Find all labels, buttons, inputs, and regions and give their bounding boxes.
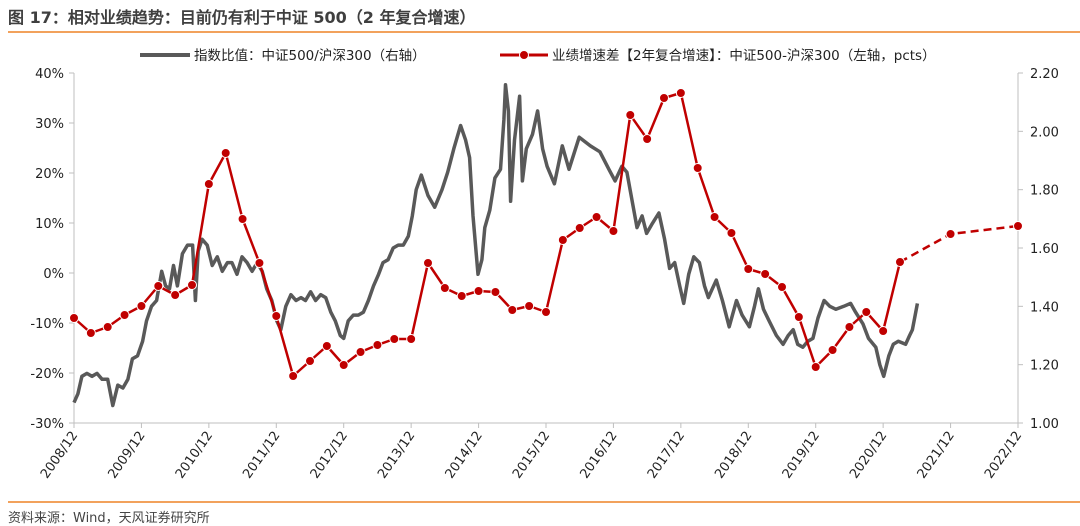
growth-spread-marker (170, 290, 181, 300)
growth-spread-marker (220, 148, 231, 158)
x-tick-label: 2016/12 (577, 429, 620, 482)
growth-spread-marker (102, 322, 113, 332)
left-tick-label: 10% (35, 217, 64, 232)
growth-spread-marker (507, 305, 518, 315)
x-tick-label: 2011/12 (240, 429, 283, 482)
x-tick-label: 2012/12 (308, 429, 351, 482)
growth-spread-marker (85, 328, 96, 338)
growth-spread-marker (119, 310, 130, 320)
growth-spread-marker (827, 345, 838, 355)
right-tick-label: 1.00 (1030, 417, 1059, 432)
source-note: 资料来源：Wind，天风证券研究所 (8, 511, 210, 526)
x-tick-label: 2010/12 (173, 429, 216, 482)
growth-spread-marker (439, 283, 450, 293)
x-tick-label: 2021/12 (915, 429, 958, 482)
growth-spread-marker (187, 280, 197, 290)
left-tick-label: 0% (43, 267, 64, 282)
plot-area (69, 82, 1023, 408)
growth-spread-marker (591, 212, 602, 222)
growth-spread-marker (608, 226, 619, 236)
growth-spread-marker (810, 362, 821, 372)
growth-spread-marker (1013, 221, 1023, 231)
x-tick-label: 2020/12 (847, 429, 890, 482)
right-tick-label: 1.80 (1030, 184, 1059, 199)
right-tick-label: 2.00 (1030, 125, 1059, 140)
x-tick-label: 2013/12 (375, 429, 418, 482)
growth-spread-marker (254, 258, 265, 268)
growth-spread-marker (861, 307, 872, 317)
growth-spread-marker (524, 301, 535, 311)
growth-spread-marker (557, 235, 568, 245)
growth-spread-marker (793, 312, 804, 322)
right-tick-label: 2.20 (1030, 67, 1059, 82)
growth-spread-marker (675, 88, 686, 98)
legend-marker-spread (519, 50, 529, 60)
growth-spread-marker (473, 286, 484, 296)
growth-spread-marker (456, 291, 467, 301)
growth-spread-marker (541, 307, 551, 317)
x-tick-label: 2009/12 (105, 429, 148, 482)
growth-spread-marker (406, 334, 417, 344)
growth-spread-marker (743, 264, 754, 274)
growth-spread-marker (844, 322, 855, 332)
x-tick-label: 2019/12 (780, 429, 823, 482)
right-tick-label: 1.20 (1030, 359, 1059, 374)
growth-spread-marker (271, 311, 282, 321)
growth-spread-marker (709, 212, 720, 222)
growth-spread-marker (355, 347, 366, 357)
growth-spread-marker (574, 223, 585, 233)
growth-spread-marker (69, 313, 79, 323)
growth-spread-marker (777, 282, 787, 292)
growth-spread-marker (423, 258, 433, 268)
growth-spread-marker (203, 179, 214, 189)
growth-spread-marker (153, 281, 164, 291)
growth-spread-marker (372, 340, 383, 350)
left-tick-label: 30% (35, 117, 64, 132)
growth-spread-marker (305, 356, 315, 366)
growth-spread-marker (642, 134, 653, 144)
growth-spread-marker (490, 287, 501, 297)
axes: -30% -20% -10% 0% 10% 20% 30% 40% 1.00 1.20 1.40 1.… (30, 67, 1059, 482)
x-tick-label: 2017/12 (645, 429, 688, 482)
left-tick-label: 20% (35, 167, 64, 182)
growth-spread-marker (895, 257, 905, 267)
growth-spread-marker (321, 341, 332, 351)
growth-spread-marker (237, 214, 248, 224)
right-tick-label: 1.40 (1030, 300, 1059, 315)
growth-spread-marker (136, 301, 147, 311)
figure-title: 图 17：相对业绩趋势：目前仍有利于中证 500（2 年复合增速） (8, 8, 476, 27)
title-rule (8, 31, 1080, 33)
legend-label-spread: 业绩增速差【2年复合增速】：中证500-沪深300（左轴，pcts） (552, 47, 936, 64)
x-tick-label: 2014/12 (443, 429, 486, 482)
right-tick-label: 1.60 (1030, 242, 1059, 257)
x-tick-label: 2022/12 (982, 429, 1025, 482)
growth-spread-marker (338, 360, 349, 370)
source-rule (8, 501, 1080, 503)
legend: 指数比值：中证500/沪深300（右轴） 业绩增速差【2年复合增速】：中证500… (140, 47, 936, 64)
series-line-index-ratio (72, 82, 920, 408)
growth-spread-marker (945, 229, 956, 239)
growth-spread-marker (389, 334, 400, 344)
left-tick-label: -20% (30, 367, 64, 382)
series-line-growth-spread-forecast (899, 224, 1019, 264)
growth-spread-marker (760, 269, 771, 279)
growth-spread-marker (288, 371, 299, 381)
growth-spread-marker (659, 93, 669, 103)
growth-spread-marker (726, 228, 737, 238)
x-tick-label: 2008/12 (38, 429, 81, 482)
left-tick-label: 40% (35, 67, 64, 82)
legend-label-ratio: 指数比值：中证500/沪深300（右轴） (194, 48, 426, 64)
growth-spread-marker (878, 326, 889, 336)
growth-spread-marker (692, 163, 703, 173)
x-tick-label: 2015/12 (510, 429, 553, 482)
left-tick-label: -10% (30, 317, 64, 332)
left-tick-label: -30% (30, 417, 64, 432)
x-tick-label: 2018/12 (712, 429, 755, 482)
growth-spread-marker (625, 110, 636, 120)
